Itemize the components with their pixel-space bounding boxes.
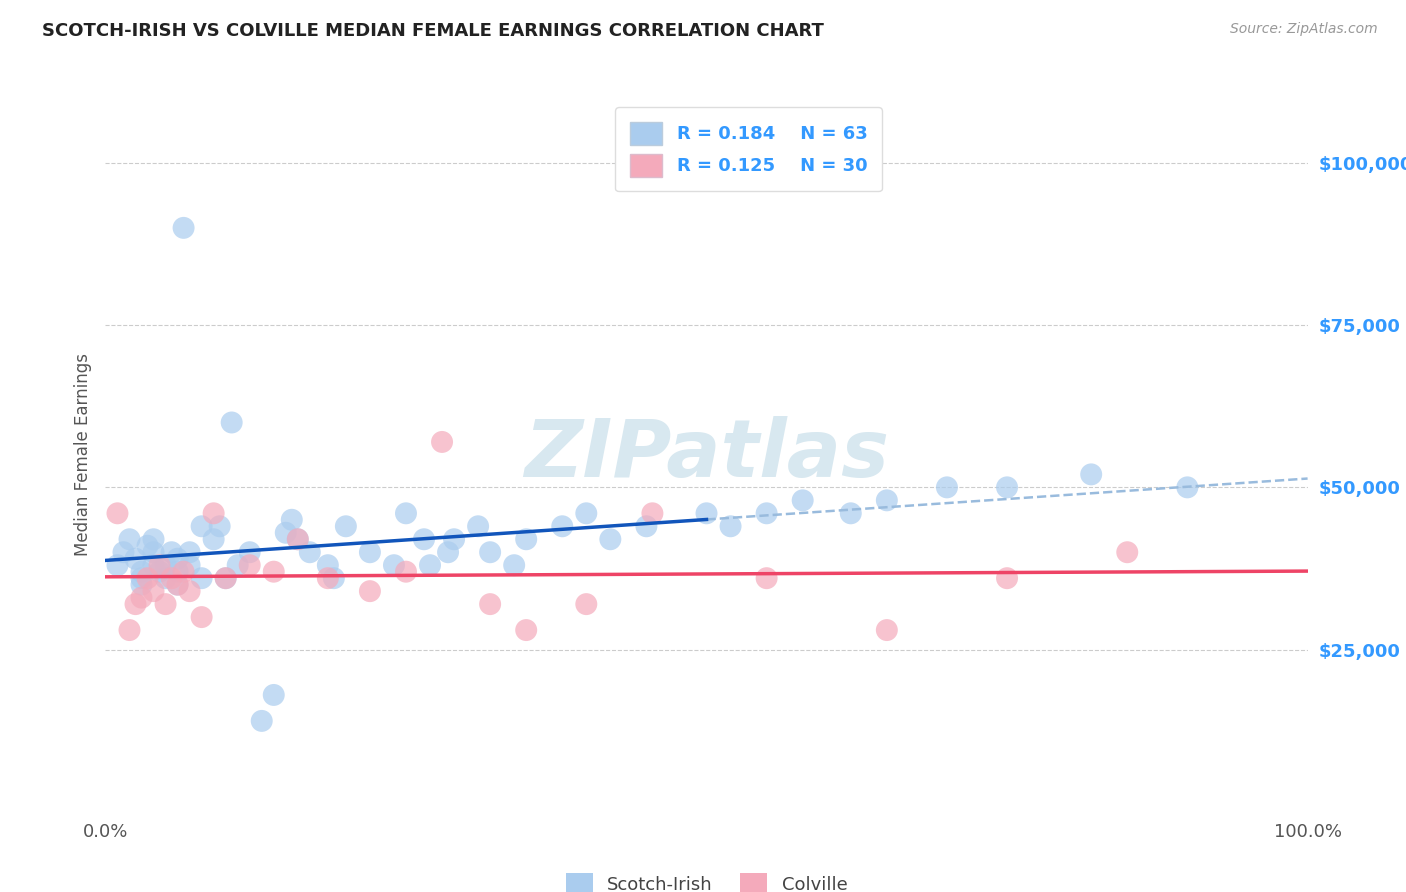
Point [131, 571, 153, 585]
Point [136, 539, 159, 553]
Point [755, 506, 778, 520]
Point [696, 506, 718, 520]
Point [503, 558, 526, 573]
Point [636, 519, 658, 533]
Point [287, 533, 309, 547]
Point [437, 545, 460, 559]
Point [274, 525, 297, 540]
Point [221, 416, 243, 430]
Point [641, 506, 664, 520]
Point [995, 480, 1018, 494]
Point [148, 565, 170, 579]
Point [298, 545, 321, 559]
Point [239, 558, 262, 573]
Point [202, 506, 225, 520]
Point [479, 545, 502, 559]
Point [239, 545, 262, 559]
Point [1175, 480, 1198, 494]
Point [413, 533, 436, 547]
Point [190, 571, 212, 585]
Point [166, 577, 188, 591]
Point [443, 533, 465, 547]
Point [575, 506, 598, 520]
Point [160, 571, 183, 585]
Text: Source: ZipAtlas.com: Source: ZipAtlas.com [1230, 22, 1378, 37]
Point [263, 688, 285, 702]
Legend: R = 0.184    N = 63, R = 0.125    N = 30: R = 0.184 N = 63, R = 0.125 N = 30 [616, 107, 882, 192]
Point [160, 545, 183, 559]
Point [142, 558, 165, 573]
Point [124, 597, 146, 611]
Point [107, 506, 129, 520]
Point [179, 584, 201, 599]
Point [118, 623, 141, 637]
Point [936, 480, 959, 494]
Point [142, 545, 165, 559]
Point [575, 597, 598, 611]
Point [166, 577, 188, 591]
Point [226, 558, 249, 573]
Point [395, 506, 418, 520]
Point [202, 533, 225, 547]
Point [131, 591, 153, 605]
Point [173, 565, 195, 579]
Point [250, 714, 273, 728]
Point [551, 519, 574, 533]
Point [419, 558, 441, 573]
Point [1080, 467, 1102, 482]
Point [720, 519, 742, 533]
Point [107, 558, 129, 573]
Point [190, 610, 212, 624]
Text: SCOTCH-IRISH VS COLVILLE MEDIAN FEMALE EARNINGS CORRELATION CHART: SCOTCH-IRISH VS COLVILLE MEDIAN FEMALE E… [42, 22, 824, 40]
Point [142, 533, 165, 547]
Point [131, 577, 153, 591]
Point [155, 558, 177, 573]
Y-axis label: Median Female Earnings: Median Female Earnings [73, 353, 91, 557]
Point [173, 220, 195, 235]
Point [316, 571, 339, 585]
Point [382, 558, 405, 573]
Point [214, 571, 236, 585]
Point [136, 571, 159, 585]
Point [208, 519, 231, 533]
Point [179, 558, 201, 573]
Point [359, 584, 381, 599]
Point [166, 551, 188, 566]
Point [155, 597, 177, 611]
Point [467, 519, 489, 533]
Point [995, 571, 1018, 585]
Point [118, 533, 141, 547]
Point [322, 571, 344, 585]
Text: ZIPatlas: ZIPatlas [524, 416, 889, 494]
Point [876, 493, 898, 508]
Point [287, 533, 309, 547]
Point [395, 565, 418, 579]
Point [430, 434, 453, 449]
Point [263, 565, 285, 579]
Point [359, 545, 381, 559]
Point [335, 519, 357, 533]
Point [1116, 545, 1139, 559]
Point [316, 558, 339, 573]
Point [839, 506, 862, 520]
Point [131, 565, 153, 579]
Point [876, 623, 898, 637]
Point [515, 623, 537, 637]
Point [755, 571, 778, 585]
Point [281, 513, 304, 527]
Point [166, 565, 188, 579]
Point [214, 571, 236, 585]
Point [792, 493, 814, 508]
Point [515, 533, 537, 547]
Point [155, 571, 177, 585]
Point [479, 597, 502, 611]
Point [148, 558, 170, 573]
Point [190, 519, 212, 533]
Point [112, 545, 135, 559]
Point [179, 545, 201, 559]
Point [124, 551, 146, 566]
Point [599, 533, 621, 547]
Point [142, 584, 165, 599]
